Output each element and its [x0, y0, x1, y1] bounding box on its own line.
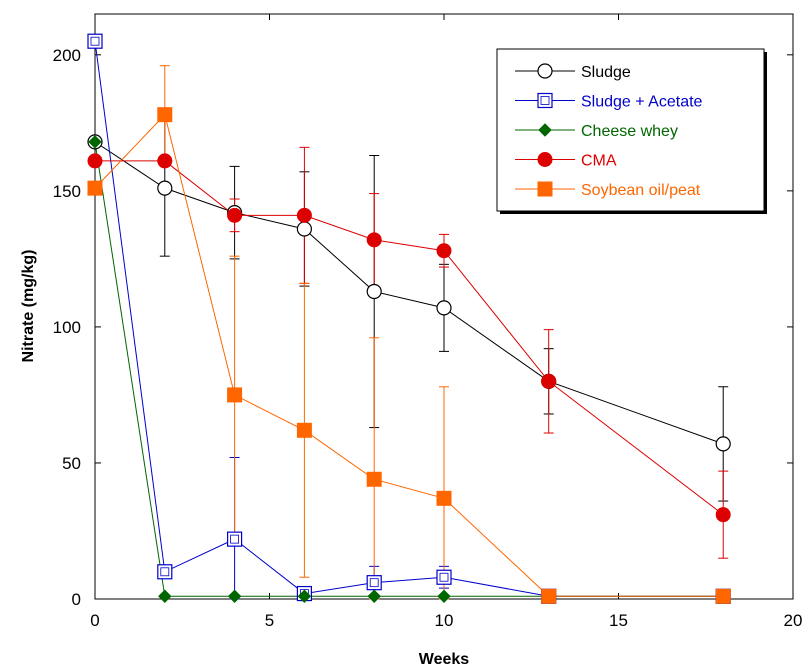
x-tick-label: 15	[609, 611, 628, 630]
data-point	[157, 564, 173, 580]
data-point	[157, 107, 173, 123]
data-point	[227, 387, 243, 403]
legend-marker	[537, 181, 553, 197]
data-point	[157, 180, 173, 196]
y-tick-label: 50	[62, 454, 81, 473]
legend-marker	[537, 63, 553, 79]
data-point	[436, 490, 452, 506]
x-tick-label: 10	[435, 611, 454, 630]
legend-label: Soybean oil/peat	[581, 182, 701, 199]
data-point	[366, 283, 382, 300]
data-point	[437, 589, 451, 603]
series-line	[94, 141, 724, 597]
data-point	[296, 221, 312, 237]
legend-marker	[538, 123, 552, 137]
marker-inner	[230, 534, 240, 544]
data-point	[296, 422, 312, 438]
data-point	[436, 300, 452, 316]
x-tick-label: 20	[784, 611, 803, 630]
x-tick-label: 5	[265, 611, 274, 630]
y-tick-label: 100	[53, 318, 81, 337]
series-line	[94, 41, 724, 597]
data-point	[436, 243, 452, 259]
data-point	[436, 569, 452, 585]
series-markers	[87, 33, 731, 604]
series-line	[95, 160, 724, 516]
data-point	[366, 232, 382, 248]
marker-inner	[439, 572, 449, 582]
legend-label: CMA	[581, 153, 617, 170]
data-point	[158, 589, 172, 603]
series-line	[94, 141, 724, 445]
data-point	[87, 153, 103, 169]
data-point	[227, 207, 243, 223]
data-point	[715, 436, 731, 452]
data-point	[87, 180, 103, 196]
data-point	[541, 588, 557, 604]
data-point	[541, 373, 557, 389]
marker-inner	[369, 578, 379, 588]
data-point	[157, 153, 173, 169]
data-point	[715, 588, 731, 604]
y-axis-title: Nitrate (mg/kg)	[20, 250, 37, 363]
x-tick-label: 0	[90, 611, 99, 630]
legend-label: Sludge	[581, 64, 631, 81]
series-line	[94, 113, 724, 597]
y-tick-label: 0	[72, 590, 81, 609]
legend-marker	[537, 152, 553, 167]
data-point	[367, 589, 381, 603]
data-point	[715, 507, 731, 523]
data-point	[366, 575, 382, 591]
legend-label: Cheese whey	[581, 123, 678, 140]
data-point	[88, 135, 102, 149]
legend: Sludge Sludge + Acetate Cheese whey CMA Soyb…	[496, 48, 767, 214]
marker-inner	[540, 96, 550, 105]
data-point	[87, 33, 103, 49]
data-point	[227, 531, 243, 547]
series-lines	[94, 41, 724, 597]
data-point	[227, 589, 242, 603]
marker-inner	[90, 36, 100, 46]
y-tick-label: 200	[53, 46, 81, 65]
legend-marker	[537, 92, 553, 109]
y-tick-label: 150	[53, 182, 81, 201]
data-point	[297, 589, 312, 603]
legend-label: Sludge + Acetate	[581, 94, 703, 111]
x-axis-title: Weeks	[419, 651, 470, 668]
data-point	[296, 207, 312, 223]
marker-inner	[160, 567, 170, 577]
data-point	[366, 471, 382, 487]
